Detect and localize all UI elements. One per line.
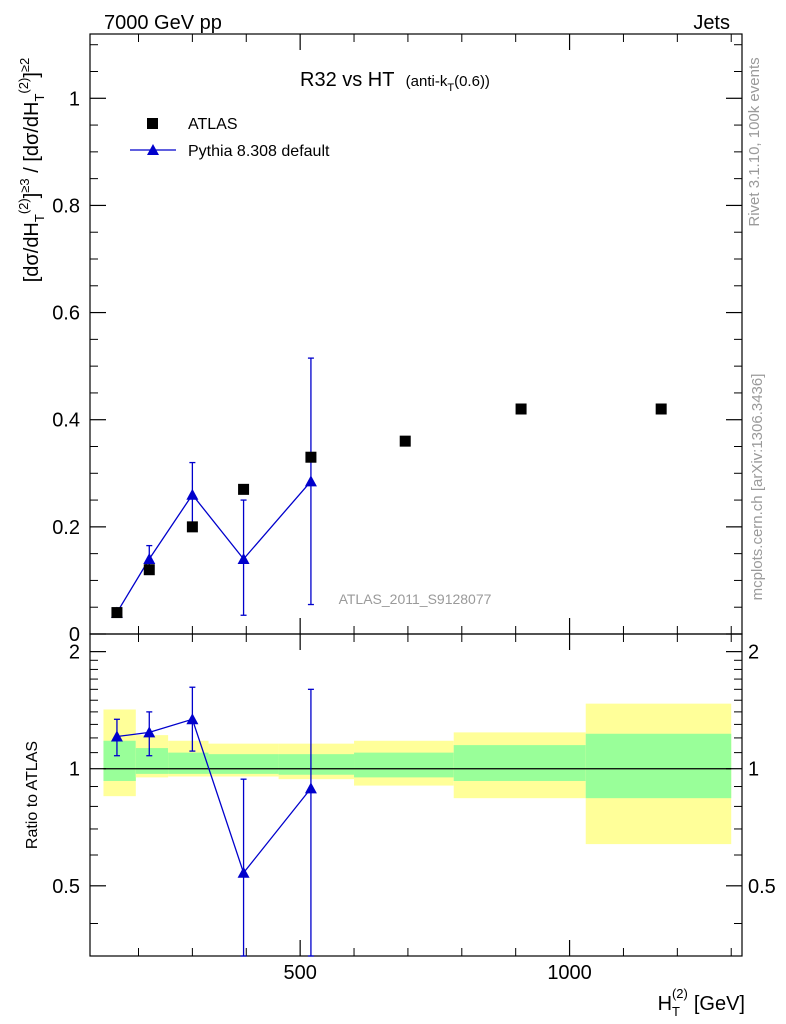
atlas-data-point bbox=[143, 564, 155, 576]
legend-pythia-label: Pythia 8.308 default bbox=[188, 143, 330, 160]
ratio-y-tick-label: 0.5 bbox=[52, 876, 80, 898]
ratio-pythia-point bbox=[237, 866, 250, 878]
ratio-band-inner bbox=[208, 754, 279, 774]
legend-atlas-marker bbox=[147, 118, 158, 129]
ratio-y-tick-label-right: 1 bbox=[748, 759, 759, 781]
mcplots-label: mcplots.cern.ch [arXiv:1306.3436] bbox=[749, 374, 766, 601]
main-y-tick-label: 0 bbox=[69, 624, 80, 646]
ratio-band-inner bbox=[103, 740, 136, 781]
main-y-tick-label: 0.2 bbox=[52, 517, 80, 539]
process-label: Jets bbox=[693, 12, 730, 34]
atlas-data-point bbox=[515, 403, 527, 415]
rivet-label: Rivet 3.1.10, 100k events bbox=[746, 57, 763, 226]
ratio-plot-area: 500 1000 0.5 0.5 1 1 2 2 bbox=[52, 633, 776, 984]
ratio-pythia-point bbox=[186, 713, 199, 725]
pythia-point bbox=[304, 475, 317, 487]
svg-text:[dσ/dHT(2)]≥3 / [dσ/dHT(2)]≥2: [dσ/dHT(2)]≥3 / [dσ/dHT(2)]≥2 bbox=[16, 58, 47, 283]
x-axis-label: HT(2) [GeV] bbox=[658, 986, 745, 1019]
main-y-axis-label: [dσ/dHT(2)]≥3 / [dσ/dHT(2)]≥2 bbox=[16, 58, 47, 283]
ratio-frame bbox=[89, 633, 743, 957]
atlas-data-point bbox=[655, 403, 667, 415]
legend-pythia-marker bbox=[147, 144, 159, 155]
ratio-band-inner bbox=[168, 752, 209, 774]
pythia-point bbox=[237, 553, 250, 564]
atlas-data-point bbox=[238, 483, 250, 495]
main-y-tick-label: 0.8 bbox=[52, 195, 80, 217]
legend: ATLAS Pythia 8.308 default bbox=[130, 116, 330, 160]
ratio-y-axis-label: Ratio to ATLAS bbox=[24, 741, 41, 849]
ratio-band-inner bbox=[278, 754, 355, 775]
ratio-band-inner bbox=[585, 733, 732, 799]
main-y-tick-label: 0.6 bbox=[52, 303, 80, 325]
analysis-watermark: ATLAS_2011_S9128077 bbox=[339, 591, 492, 607]
atlas-data-point bbox=[305, 451, 317, 463]
ratio-band-inner bbox=[354, 752, 454, 778]
ratio-y-tick-label: 1 bbox=[69, 759, 80, 781]
atlas-data-point bbox=[399, 435, 411, 447]
ratio-y-tick-label: 2 bbox=[69, 642, 80, 664]
plot-title: R32 vs HT (anti-kT(0.6)) bbox=[300, 69, 490, 94]
ratio-band-inner bbox=[135, 748, 169, 774]
ratio-y-tick-label-right: 2 bbox=[748, 642, 759, 664]
main-y-tick-label: 0.4 bbox=[52, 410, 80, 432]
ratio-pythia-point bbox=[304, 782, 317, 794]
atlas-data-point bbox=[111, 607, 123, 619]
x-tick-label: 500 bbox=[283, 962, 316, 984]
x-tick-label: 1000 bbox=[547, 962, 592, 984]
ratio-y-tick-label-right: 0.5 bbox=[748, 876, 776, 898]
ratio-pythia-point bbox=[143, 726, 156, 738]
pythia-point bbox=[143, 553, 156, 564]
energy-label: 7000 GeV pp bbox=[104, 12, 222, 34]
atlas-data-point bbox=[186, 521, 198, 533]
ratio-pythia-point bbox=[110, 730, 123, 742]
main-y-tick-label: 1 bbox=[69, 88, 80, 110]
legend-atlas-label: ATLAS bbox=[188, 116, 238, 133]
pythia-point bbox=[186, 488, 199, 500]
ratio-band-inner bbox=[453, 745, 586, 781]
pythia-series-line bbox=[116, 480, 312, 613]
